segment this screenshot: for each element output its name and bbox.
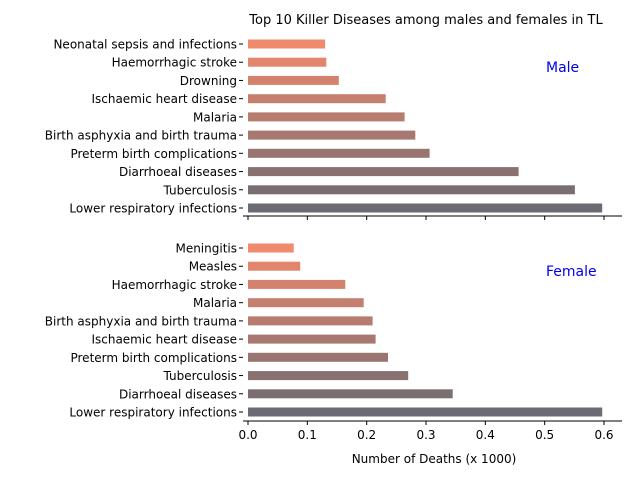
female-bars [248,243,603,417]
female-bar [248,279,346,289]
female-category-label: Ischaemic heart disease [91,333,237,347]
female-panel: Meningitis Measles Haemorrhagic stroke Mala… [45,242,622,442]
female-category-label: Meningitis [175,242,237,256]
female-category-label: Birth asphyxia and birth trauma [45,314,237,328]
female-bar [248,261,301,271]
female-bar [248,298,364,308]
male-bar [248,94,386,104]
female-x-ticks: 0.0 0.1 0.2 0.3 0.4 0.5 0.6 [238,421,614,442]
x-tick-label: 0.6 [594,428,613,442]
male-bar [248,148,430,158]
x-tick-label: 0.1 [298,428,317,442]
male-bar [248,130,416,140]
female-category-label: Preterm birth complications [70,351,237,365]
x-tick-label: 0.2 [357,428,376,442]
chart-title: Top 10 Killer Diseases among males and f… [248,13,603,28]
male-category-label: Neonatal sepsis and infections [53,38,237,52]
female-bar [248,389,453,399]
female-category-label: Diarrhoeal diseases [119,387,237,401]
female-category-label: Lower respiratory infections [69,406,237,420]
x-axis-label: Number of Deaths (x 1000) [352,452,517,466]
male-panel: Neonatal sepsis and infections Haemorrhag… [45,38,622,220]
male-category-label: Birth asphyxia and birth trauma [45,129,237,143]
female-category-label: Haemorrhagic stroke [112,278,237,292]
female-bar [248,316,373,326]
female-bar [248,371,409,381]
male-bar [248,185,575,195]
male-bar [248,112,405,122]
female-category-label: Tuberculosis [163,369,238,383]
female-category-label: Malaria [193,296,237,310]
male-category-label: Lower respiratory infections [69,202,237,216]
male-category-label: Haemorrhagic stroke [112,56,237,70]
x-tick-label: 0.3 [416,428,435,442]
male-category-label: Malaria [193,110,237,124]
male-category-label: Tuberculosis [163,183,238,197]
x-tick-label: 0.5 [535,428,554,442]
female-bar [248,334,376,344]
female-bar [248,352,388,362]
male-bar [248,75,339,85]
female-panel-label: Female [546,264,597,280]
male-category-label: Drowning [180,74,237,88]
male-category-label: Diarrhoeal diseases [119,165,237,179]
female-category-labels: Meningitis Measles Haemorrhagic stroke Mala… [45,242,243,420]
male-panel-label: Male [546,60,579,76]
female-category-label: Measles [189,260,237,274]
male-x-ticks [247,216,605,220]
x-tick-label: 0.4 [476,428,495,442]
female-bar [248,407,603,417]
male-category-label: Preterm birth complications [70,147,237,161]
male-bar [248,167,519,177]
male-bar [248,203,603,213]
male-category-labels: Neonatal sepsis and infections Haemorrhag… [45,38,243,216]
male-category-label: Ischaemic heart disease [91,92,237,106]
x-tick-label: 0.0 [238,428,257,442]
female-bar [248,243,294,253]
male-bar [248,39,326,49]
male-bar [248,57,327,67]
male-bars [248,39,603,213]
